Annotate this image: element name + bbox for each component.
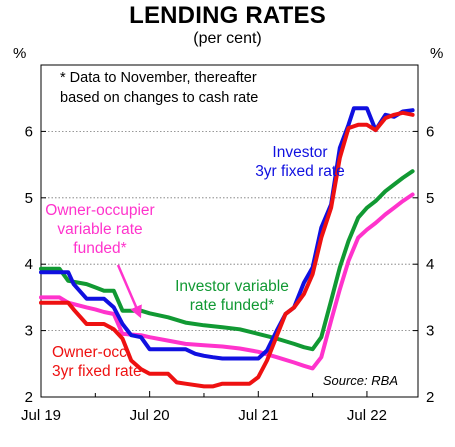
series-label: Owner-occ. [52,344,131,361]
label-arrows [116,264,142,319]
series-label: 3yr fixed rate [52,363,142,380]
axis-labels: 2 2 3 3 4 4 5 5 6 6 Jul 19 Jul 20 Jul 21 Jul 22 [21,123,434,424]
x-tick-label: Jul 19 [21,407,61,424]
series-label: Owner-occupier [45,202,154,219]
y-tick-label-right: 4 [426,256,434,273]
chart-title: LENDING RATES [129,2,326,29]
axis-ticks [40,130,418,398]
series-line [39,110,415,389]
y-tick-label-right: 5 [426,190,434,207]
chart-subtitle: (per cent) [193,30,262,47]
y-tick-label-right: 3 [426,323,434,340]
series-line [39,169,415,352]
series-line [39,106,415,361]
series-label: Investor [272,144,327,161]
x-tick-label: Jul 22 [347,407,387,424]
series-line [39,192,415,371]
series-labels: Investor 3yr fixed rate Owner-occ. 3yr fixe… [45,144,345,380]
series-label: Investor variable [175,278,289,295]
footnote-line-1: * Data to November, thereafter [60,70,257,86]
label-arrow [116,264,142,319]
footnote-line-2: based on changes to cash rate [60,90,258,106]
y-axis-unit-right: % [430,45,443,62]
plot-frame [40,64,419,398]
y-tick-label-left: 6 [25,123,33,140]
y-tick-label-left: 4 [25,256,33,273]
y-tick-label-right: 6 [426,123,434,140]
series-lines [39,106,415,389]
y-axis-unit-left: % [13,45,26,62]
series-label: funded* [73,240,126,257]
source-note: Source: RBA [323,373,398,388]
x-tick-label: Jul 21 [238,407,278,424]
series-label: variable rate [57,221,142,238]
y-tick-label-left: 5 [25,190,33,207]
y-tick-label-left: 3 [25,323,33,340]
series-label: rate funded* [190,297,274,314]
y-tick-label-right: 2 [426,389,434,406]
series-label: 3yr fixed rate [255,163,345,180]
y-tick-label-left: 2 [25,389,33,406]
x-tick-label: Jul 20 [130,407,170,424]
